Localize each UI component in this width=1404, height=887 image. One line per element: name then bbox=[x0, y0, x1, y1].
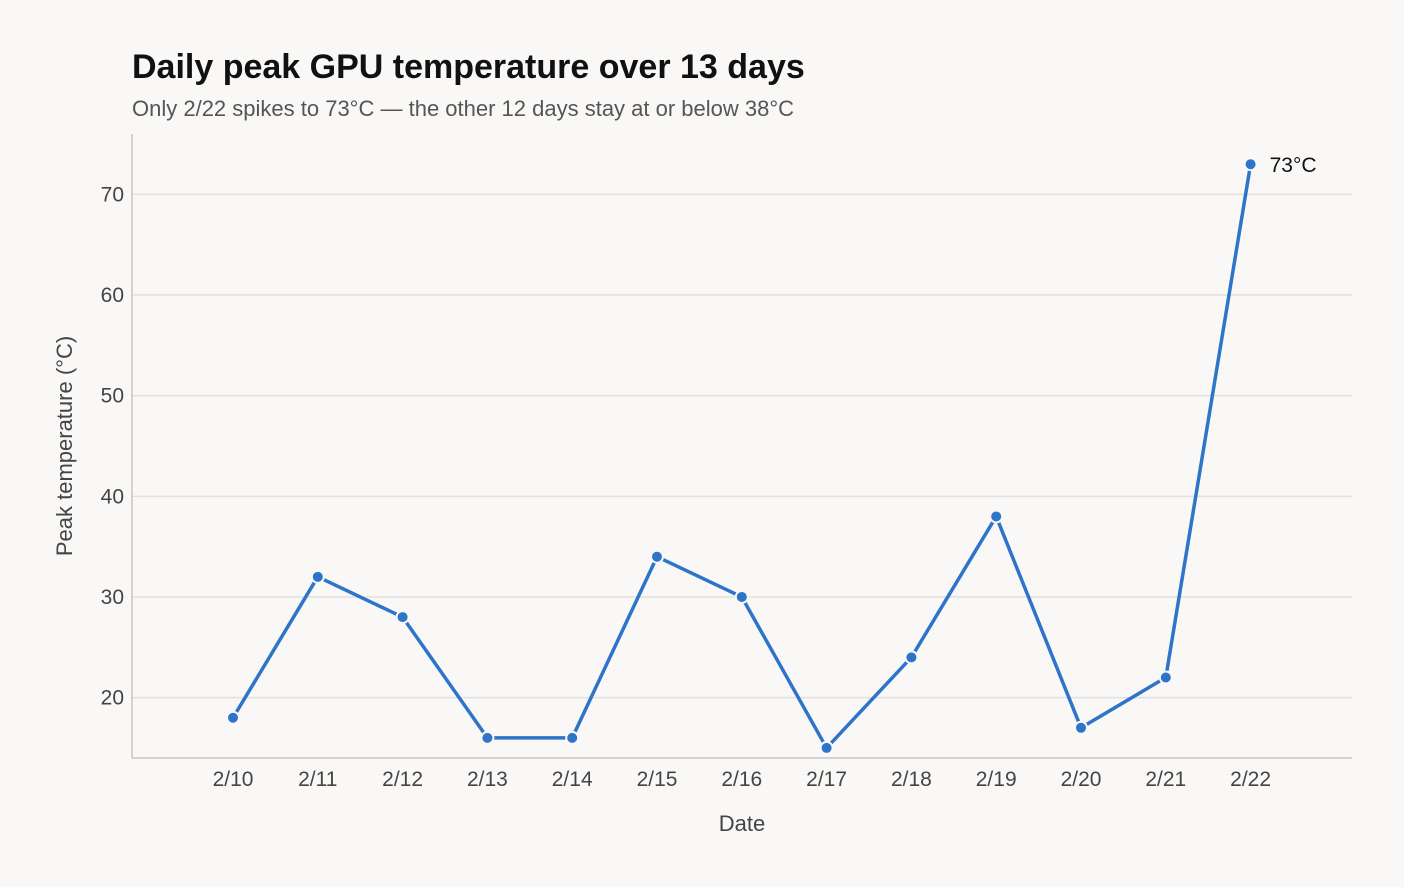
data-point-2-13 bbox=[480, 730, 495, 745]
x-tick-label: 2/14 bbox=[552, 768, 593, 791]
data-point-2-19 bbox=[989, 509, 1004, 524]
chart-title: Daily peak GPU temperature over 13 days bbox=[132, 48, 805, 86]
x-tick-label: 2/12 bbox=[382, 768, 423, 791]
data-point-2-12 bbox=[395, 610, 410, 625]
x-tick-label: 2/16 bbox=[721, 768, 762, 791]
data-point-2-18 bbox=[904, 650, 919, 665]
x-tick-label: 2/20 bbox=[1061, 768, 1102, 791]
series-layer bbox=[226, 157, 1258, 755]
chart-subtitle: Only 2/22 spikes to 73°C — the other 12 … bbox=[132, 96, 795, 121]
data-point-2-21 bbox=[1158, 670, 1173, 685]
y-tick-label: 60 bbox=[101, 284, 124, 307]
x-tick-label: 2/11 bbox=[298, 768, 337, 791]
data-point-2-15 bbox=[650, 549, 664, 564]
y-tick-label: 30 bbox=[101, 586, 124, 609]
x-tick-label: 2/13 bbox=[467, 768, 508, 791]
annotations: 73°C bbox=[1270, 154, 1317, 177]
data-point-2-10 bbox=[226, 710, 240, 725]
data-point-2-11 bbox=[310, 569, 325, 584]
y-tick-label: 50 bbox=[101, 385, 124, 408]
x-tick-label: 2/17 bbox=[806, 768, 847, 791]
data-point-2-20 bbox=[1074, 720, 1088, 735]
series-line bbox=[231, 162, 1253, 750]
data-label-peak: 73°C bbox=[1270, 154, 1317, 177]
y-axis-title: Peak temperature (°C) bbox=[52, 336, 77, 556]
axes bbox=[131, 134, 1352, 759]
x-tick-label: 2/18 bbox=[891, 768, 932, 791]
x-tick-labels: 2/10 2/11 2/12 2/13 2/14 2/15 2/16 2/17 2/18 2/19… bbox=[213, 768, 1271, 791]
x-tick-label: 2/21 bbox=[1145, 768, 1186, 791]
x-axis-title: Date bbox=[719, 811, 765, 836]
x-tick-label: 2/10 bbox=[213, 768, 254, 791]
x-tick-label: 2/19 bbox=[976, 768, 1017, 791]
x-tick-label: 2/22 bbox=[1230, 768, 1271, 791]
data-point-2-22 bbox=[1243, 157, 1258, 172]
y-tick-labels: 20 30 40 50 60 70 bbox=[101, 183, 124, 709]
y-tick-label: 20 bbox=[101, 687, 124, 710]
x-tick-label: 2/15 bbox=[637, 768, 678, 791]
gridlines bbox=[132, 193, 1352, 699]
y-tick-label: 40 bbox=[101, 485, 124, 508]
data-point-2-16 bbox=[734, 589, 749, 604]
data-point-2-14 bbox=[565, 730, 580, 745]
y-tick-label: 70 bbox=[101, 183, 124, 206]
data-point-2-17 bbox=[819, 740, 834, 755]
